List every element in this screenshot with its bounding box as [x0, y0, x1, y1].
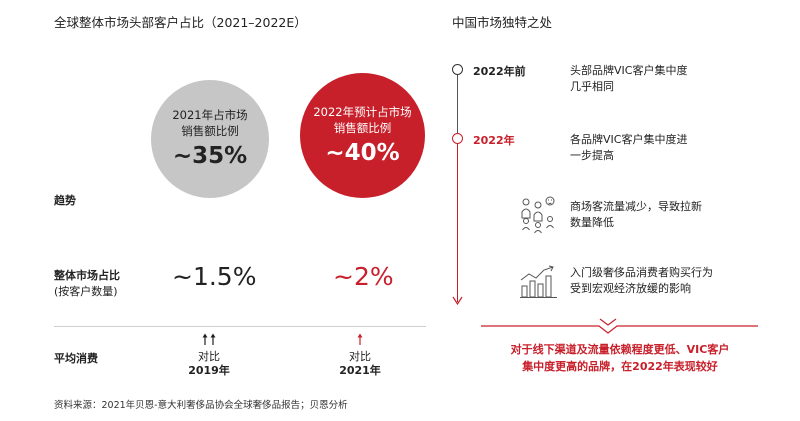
right-panel-title: 中国市场独特之处	[452, 15, 553, 30]
circle-2021-caption-1: 2021年占市场	[172, 108, 248, 122]
timeline-desc-1-line2: 几乎相同	[570, 80, 614, 93]
timeline-node-2022-before	[452, 64, 463, 75]
crowd-icon	[521, 196, 555, 233]
circle-2022-caption-1: 2022年预计占市场	[313, 104, 412, 119]
timeline-desc-1: 头部品牌VIC客户集中度 几乎相同	[570, 63, 687, 95]
point-desc-1: 商场客流量减少，导致拉新 数量降低	[570, 199, 702, 231]
timeline-desc-2-line1: 各品牌VIC客户集中度进	[570, 133, 688, 146]
source-footnote: 资料来源：2021年贝恩-意大利奢侈品协会全球奢侈品报告；贝恩分析	[54, 400, 348, 411]
point-desc-1-line2: 数量降低	[570, 216, 614, 229]
circle-2021-value: ~35%	[172, 143, 248, 169]
vs-2021-line1: 对比	[349, 350, 371, 363]
double-up-arrow-icon	[202, 333, 216, 345]
vs-2021-line2: 2021年	[339, 364, 381, 377]
share-2021-value: ~1.5%	[172, 262, 257, 291]
point-desc-2-line2: 受到宏观经济放缓的影响	[570, 282, 691, 295]
circle-2022-value: ~40%	[325, 139, 400, 166]
vs-2019: 对比 2019年	[186, 350, 232, 378]
vs-2019-line1: 对比	[198, 350, 220, 363]
row-share-label: 整体市场占比	[54, 269, 120, 282]
circle-2021: 2021年占市场 销售额比例 ~35%	[151, 80, 269, 198]
vs-2019-line2: 2019年	[188, 364, 230, 377]
row-spend-label: 平均消费	[54, 352, 98, 365]
vs-2021: 对比 2021年	[337, 350, 383, 378]
timeline-line-gray	[457, 72, 458, 138]
circle-2022-caption-2: 销售额比例	[333, 120, 392, 135]
timeline-desc-2: 各品牌VIC客户集中度进 一步提高	[570, 132, 687, 164]
point-desc-1-line1: 商场客流量减少，导致拉新	[570, 200, 702, 213]
timeline-arrow-icon	[452, 296, 463, 306]
timeline-desc-2-line2: 一步提高	[570, 149, 614, 162]
row-trend-label: 趋势	[54, 194, 76, 207]
timeline-line-red	[457, 142, 458, 302]
timeline-node-2022	[452, 133, 463, 144]
circle-2022: 2022年预计占市场 销售额比例 ~40%	[300, 73, 425, 198]
section-divider	[54, 326, 426, 327]
trend-chart-icon	[520, 265, 557, 298]
row-share-sublabel: (按客户数量)	[54, 285, 118, 298]
conclusion-line2: 集中度更高的品牌，在2022年表现较好	[522, 360, 718, 373]
conclusion-text: 对于线下渠道及流量依赖程度更低、VIC客户 集中度更高的品牌，在2022年表现较…	[482, 341, 758, 375]
conclusion-line1: 对于线下渠道及流量依赖程度更低、VIC客户	[510, 343, 730, 356]
conclusion-rule-with-chevron	[481, 318, 758, 334]
point-desc-2: 入门级奢侈品消费者购买行为 受到宏观经济放缓的影响	[570, 265, 713, 297]
left-panel-title: 全球整体市场头部客户占比（2021–2022E）	[54, 15, 307, 30]
share-2022-value: ~2%	[333, 262, 394, 291]
timeline-year-2: 2022年	[473, 134, 515, 147]
point-desc-2-line1: 入门级奢侈品消费者购买行为	[570, 266, 713, 279]
timeline-desc-1-line1: 头部品牌VIC客户集中度	[570, 64, 688, 77]
circle-2021-caption-2: 销售额比例	[181, 124, 239, 138]
up-arrow-icon	[357, 333, 363, 345]
timeline-year-1: 2022年前	[473, 65, 526, 78]
